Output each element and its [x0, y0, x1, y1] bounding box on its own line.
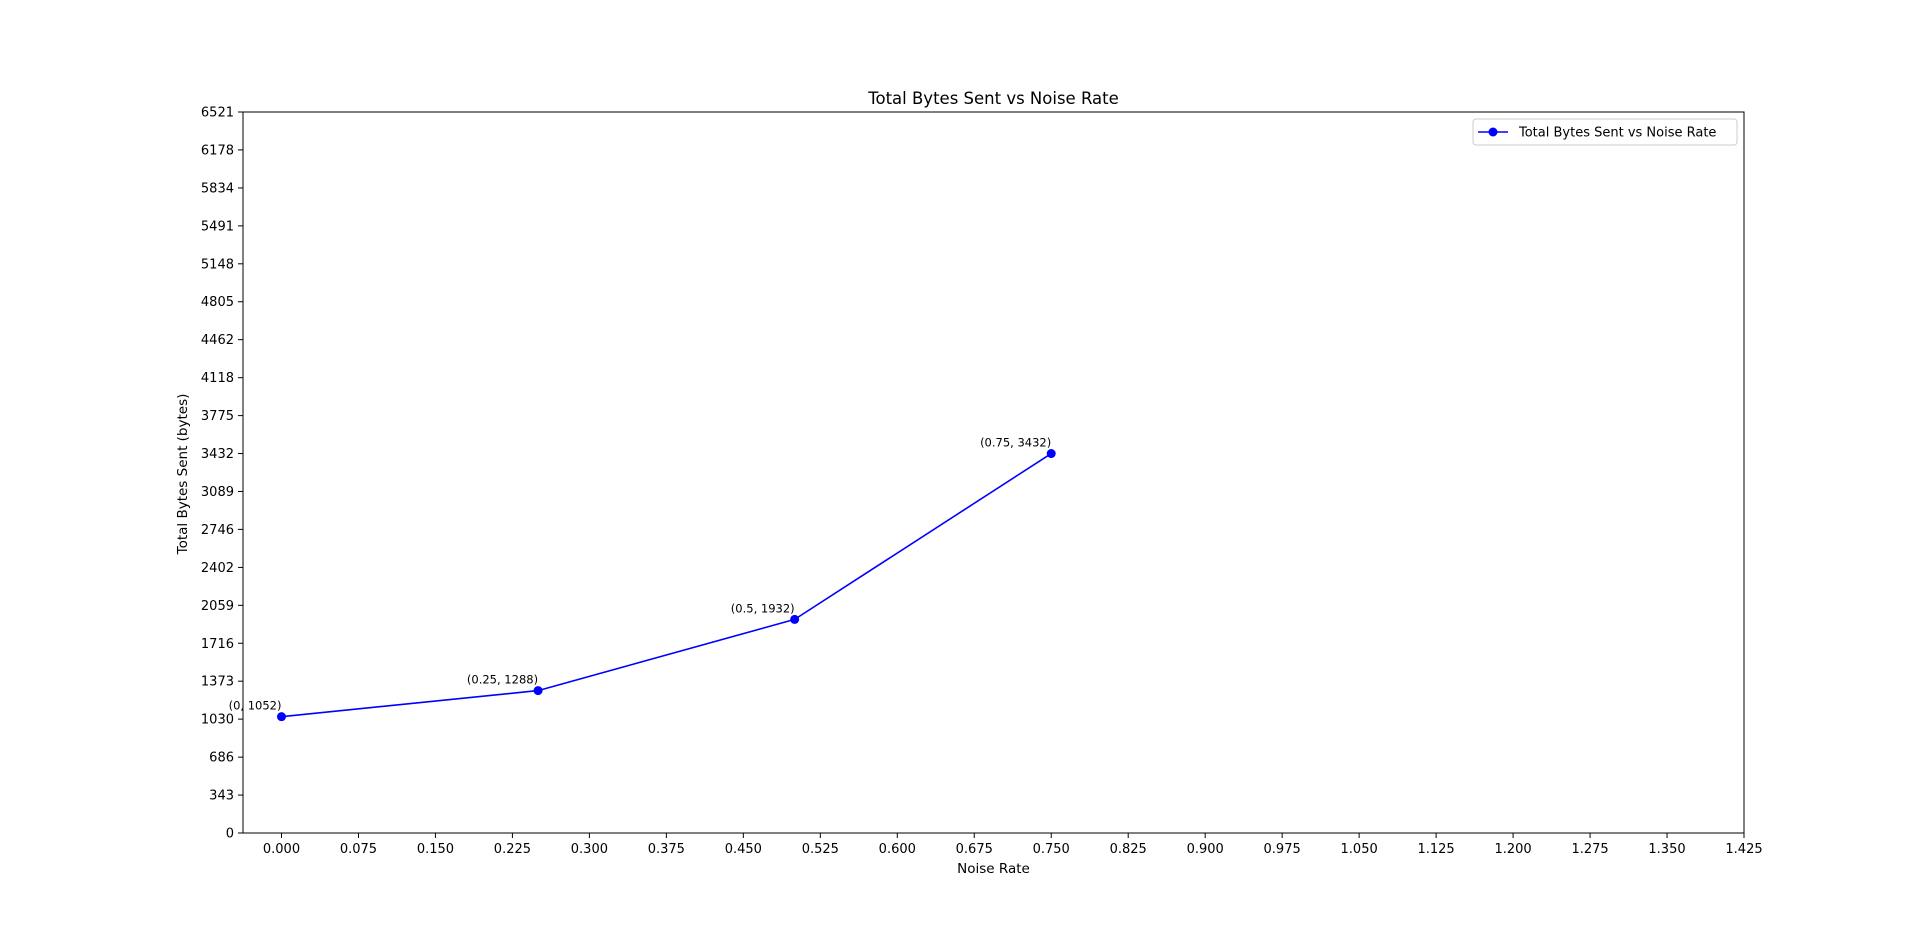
y-tick-label: 4462 [201, 333, 234, 348]
plot-area-frame [242, 111, 1745, 834]
legend-box [1472, 118, 1738, 146]
x-tick-label: 0.825 [1110, 842, 1147, 857]
data-point-label: (0.5, 1932) [731, 601, 795, 615]
data-point [533, 686, 543, 696]
y-tick-label: 343 [209, 789, 234, 804]
x-tick-label: 0.750 [1033, 842, 1070, 857]
y-tick-label: 5834 [201, 181, 234, 196]
y-tick-label: 2746 [201, 523, 234, 538]
x-tick-label: 0.375 [648, 842, 685, 857]
x-tick-label: 1.125 [1417, 842, 1454, 857]
x-axis-label: Noise Rate [957, 861, 1030, 877]
y-tick-label: 3089 [201, 485, 234, 500]
y-tick-label: 3432 [201, 447, 234, 462]
data-point [1046, 449, 1056, 459]
x-tick-label: 0.075 [340, 842, 377, 857]
y-tick-label: 1716 [201, 637, 234, 652]
chart-title: Total Bytes Sent vs Noise Rate [867, 89, 1119, 108]
y-tick-label: 5491 [201, 219, 234, 234]
x-tick-label: 1.200 [1494, 842, 1531, 857]
y-tick-label: 3775 [201, 409, 234, 424]
y-tick-label: 686 [209, 751, 234, 766]
y-tick-label: 0 [226, 827, 234, 842]
x-tick-label: 0.000 [263, 842, 300, 857]
y-tick-label: 4118 [201, 371, 234, 386]
data-point [276, 712, 286, 722]
y-tick-label: 6178 [201, 143, 234, 158]
y-axis-ticks: 0 343 686 1030 1373 1716 2059 2402 2746 3089 3432 3… [201, 106, 243, 842]
x-tick-label: 0.300 [571, 842, 608, 857]
x-tick-label: 0.975 [1264, 842, 1301, 857]
x-tick-label: 0.150 [417, 842, 454, 857]
x-tick-label: 0.900 [1187, 842, 1224, 857]
x-tick-label: 1.425 [1725, 842, 1762, 857]
point-labels: (0, 1052) (0.25, 1288) (0.5, 1932) (0.75, 3… [229, 436, 1052, 713]
series-line [281, 452, 1052, 718]
x-axis-ticks: 0.000 0.075 0.150 0.225 0.300 0.375 0.450 0.525… [263, 833, 1763, 857]
data-point [790, 614, 800, 624]
legend-marker [1488, 127, 1498, 137]
x-tick-label: 0.600 [879, 842, 916, 857]
x-tick-label: 1.350 [1648, 842, 1685, 857]
y-tick-label: 1030 [201, 713, 234, 728]
x-tick-label: 0.225 [494, 842, 531, 857]
x-tick-label: 1.050 [1341, 842, 1378, 857]
x-tick-label: 1.275 [1571, 842, 1608, 857]
legend: Total Bytes Sent vs Noise Rate [1472, 118, 1738, 146]
y-tick-label: 5148 [201, 257, 234, 272]
y-axis-label: Total Bytes Sent (bytes) [175, 394, 191, 556]
y-tick-label: 2059 [201, 599, 234, 614]
legend-entry-label: Total Bytes Sent vs Noise Rate [1518, 126, 1716, 141]
x-tick-label: 0.450 [725, 842, 762, 857]
y-tick-label: 2402 [201, 561, 234, 576]
data-point-label: (0.75, 3432) [980, 436, 1051, 450]
y-tick-label: 4805 [201, 295, 234, 310]
y-tick-label: 6521 [201, 106, 234, 121]
x-tick-label: 0.675 [956, 842, 993, 857]
data-point-label: (0, 1052) [229, 699, 282, 713]
series-layer [276, 449, 1056, 722]
x-tick-label: 0.525 [802, 842, 839, 857]
y-tick-label: 1373 [201, 675, 234, 690]
data-point-label: (0.25, 1288) [467, 673, 538, 687]
